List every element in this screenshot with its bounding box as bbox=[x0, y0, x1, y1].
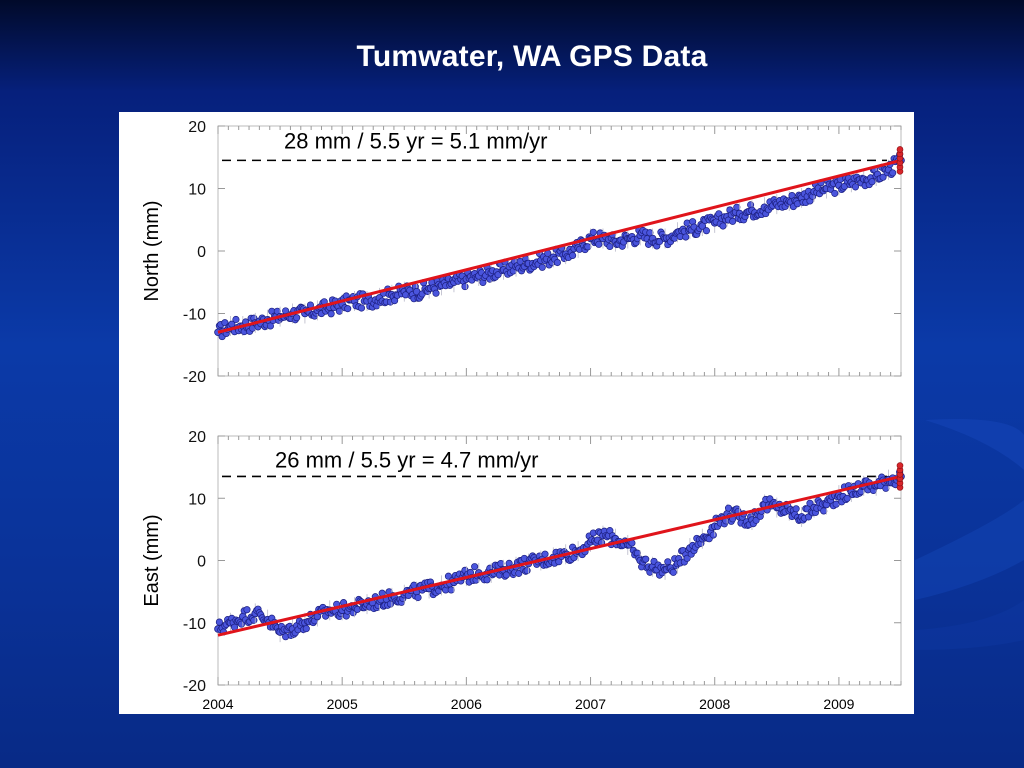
data-point-dense bbox=[729, 217, 737, 225]
trend-line bbox=[217, 475, 902, 637]
data-point-dense bbox=[879, 173, 887, 181]
rate-annotation: 26 mm / 5.5 yr = 4.7 mm/yr bbox=[275, 447, 538, 472]
data-point-dense bbox=[642, 555, 650, 563]
latest-point-marker bbox=[896, 462, 904, 469]
data-point-dense bbox=[483, 576, 491, 584]
y-tick-label: 10 bbox=[188, 491, 206, 508]
data-point-dense bbox=[606, 242, 614, 251]
data-point-dense bbox=[792, 505, 800, 513]
latest-point-marker bbox=[896, 146, 904, 153]
y-tick-label: 10 bbox=[188, 182, 206, 199]
data-point-dense bbox=[243, 606, 251, 614]
x-tick-label: 2007 bbox=[575, 696, 606, 712]
data-point-dense bbox=[515, 569, 523, 577]
data-point-dense bbox=[683, 554, 691, 562]
data-point-dense bbox=[868, 178, 876, 186]
data-point-dense bbox=[569, 251, 577, 260]
y-tick-label: 0 bbox=[197, 244, 206, 261]
data-point-dense bbox=[523, 567, 531, 575]
data-point-dense bbox=[447, 586, 455, 594]
data-point-dense bbox=[851, 183, 860, 191]
y-tick-label: -20 bbox=[183, 369, 206, 386]
data-point-dense bbox=[497, 559, 505, 568]
chart-north: 20 10 0 -10 -20 North (mm) 28 mm / 5.5 yr = 5.… bbox=[141, 119, 905, 386]
charts-group: 20 10 0 -10 -20 North (mm) 28 mm / 5.5 yr = 5.… bbox=[141, 119, 905, 712]
data-point-dense bbox=[589, 228, 597, 236]
data-point-dense bbox=[553, 258, 561, 267]
data-point-dense bbox=[250, 616, 258, 624]
data-point-dense bbox=[595, 240, 603, 248]
data-point-dense bbox=[882, 484, 890, 492]
trend-line bbox=[217, 158, 902, 334]
data-point-dense bbox=[357, 304, 366, 312]
data-point-dense bbox=[414, 593, 422, 602]
chart-panel: 20 10 0 -10 -20 North (mm) 28 mm / 5.5 yr = 5.… bbox=[119, 112, 914, 714]
x-tick-label: 2008 bbox=[699, 696, 730, 712]
data-point-dense bbox=[335, 307, 343, 315]
y-axis-label: North (mm) bbox=[141, 200, 163, 301]
data-point-dense bbox=[584, 243, 592, 251]
data-point-dense bbox=[461, 283, 469, 291]
data-point-dense bbox=[669, 568, 677, 576]
data-point-dense bbox=[843, 494, 851, 502]
data-point-dense bbox=[709, 531, 717, 539]
data-point-dense bbox=[719, 222, 727, 230]
data-point-dense bbox=[541, 550, 549, 558]
data-point-dense bbox=[471, 563, 479, 571]
y-tick-label: 20 bbox=[188, 119, 206, 136]
scatter-series bbox=[214, 466, 905, 643]
x-tick-label: 2004 bbox=[202, 696, 233, 712]
data-point-dense bbox=[889, 169, 897, 177]
data-point-dense bbox=[293, 314, 301, 322]
data-point-dense bbox=[344, 305, 352, 313]
chart-canvas: 20 10 0 -10 -20 North (mm) 28 mm / 5.5 yr = 5.… bbox=[141, 119, 905, 712]
x-tick-label: 2009 bbox=[823, 696, 854, 712]
y-tick-label: 20 bbox=[188, 429, 206, 446]
x-tick-label: 2005 bbox=[327, 696, 358, 712]
rate-annotation: 28 mm / 5.5 yr = 5.1 mm/yr bbox=[284, 128, 547, 153]
y-tick-label: -10 bbox=[183, 307, 206, 324]
data-point-dense bbox=[733, 203, 741, 211]
y-tick-label: -20 bbox=[183, 678, 206, 695]
data-point-dense bbox=[702, 227, 710, 235]
data-point-dense bbox=[820, 507, 828, 515]
y-axis-label: East (mm) bbox=[141, 514, 163, 606]
data-point-dense bbox=[831, 189, 839, 197]
data-point-dense bbox=[215, 618, 223, 626]
x-tick-label: 2006 bbox=[451, 696, 482, 712]
chart-east: 20 10 0 -10 -20 East (mm) 26 mm / 5.5 yr = 4.7… bbox=[141, 429, 905, 712]
data-point-dense bbox=[327, 310, 335, 318]
y-tick-label: 0 bbox=[197, 554, 206, 571]
data-point-dense bbox=[232, 315, 240, 324]
data-point-dense bbox=[444, 572, 452, 580]
data-point-dense bbox=[682, 233, 690, 241]
y-tick-label: -10 bbox=[183, 616, 206, 633]
slide-title: Tumwater, WA GPS Data bbox=[356, 40, 708, 73]
data-point-dense bbox=[664, 558, 672, 566]
data-point-dense bbox=[538, 263, 546, 271]
data-point-dense bbox=[432, 289, 440, 297]
data-point-dense bbox=[302, 625, 310, 633]
data-point-dense bbox=[266, 322, 274, 330]
